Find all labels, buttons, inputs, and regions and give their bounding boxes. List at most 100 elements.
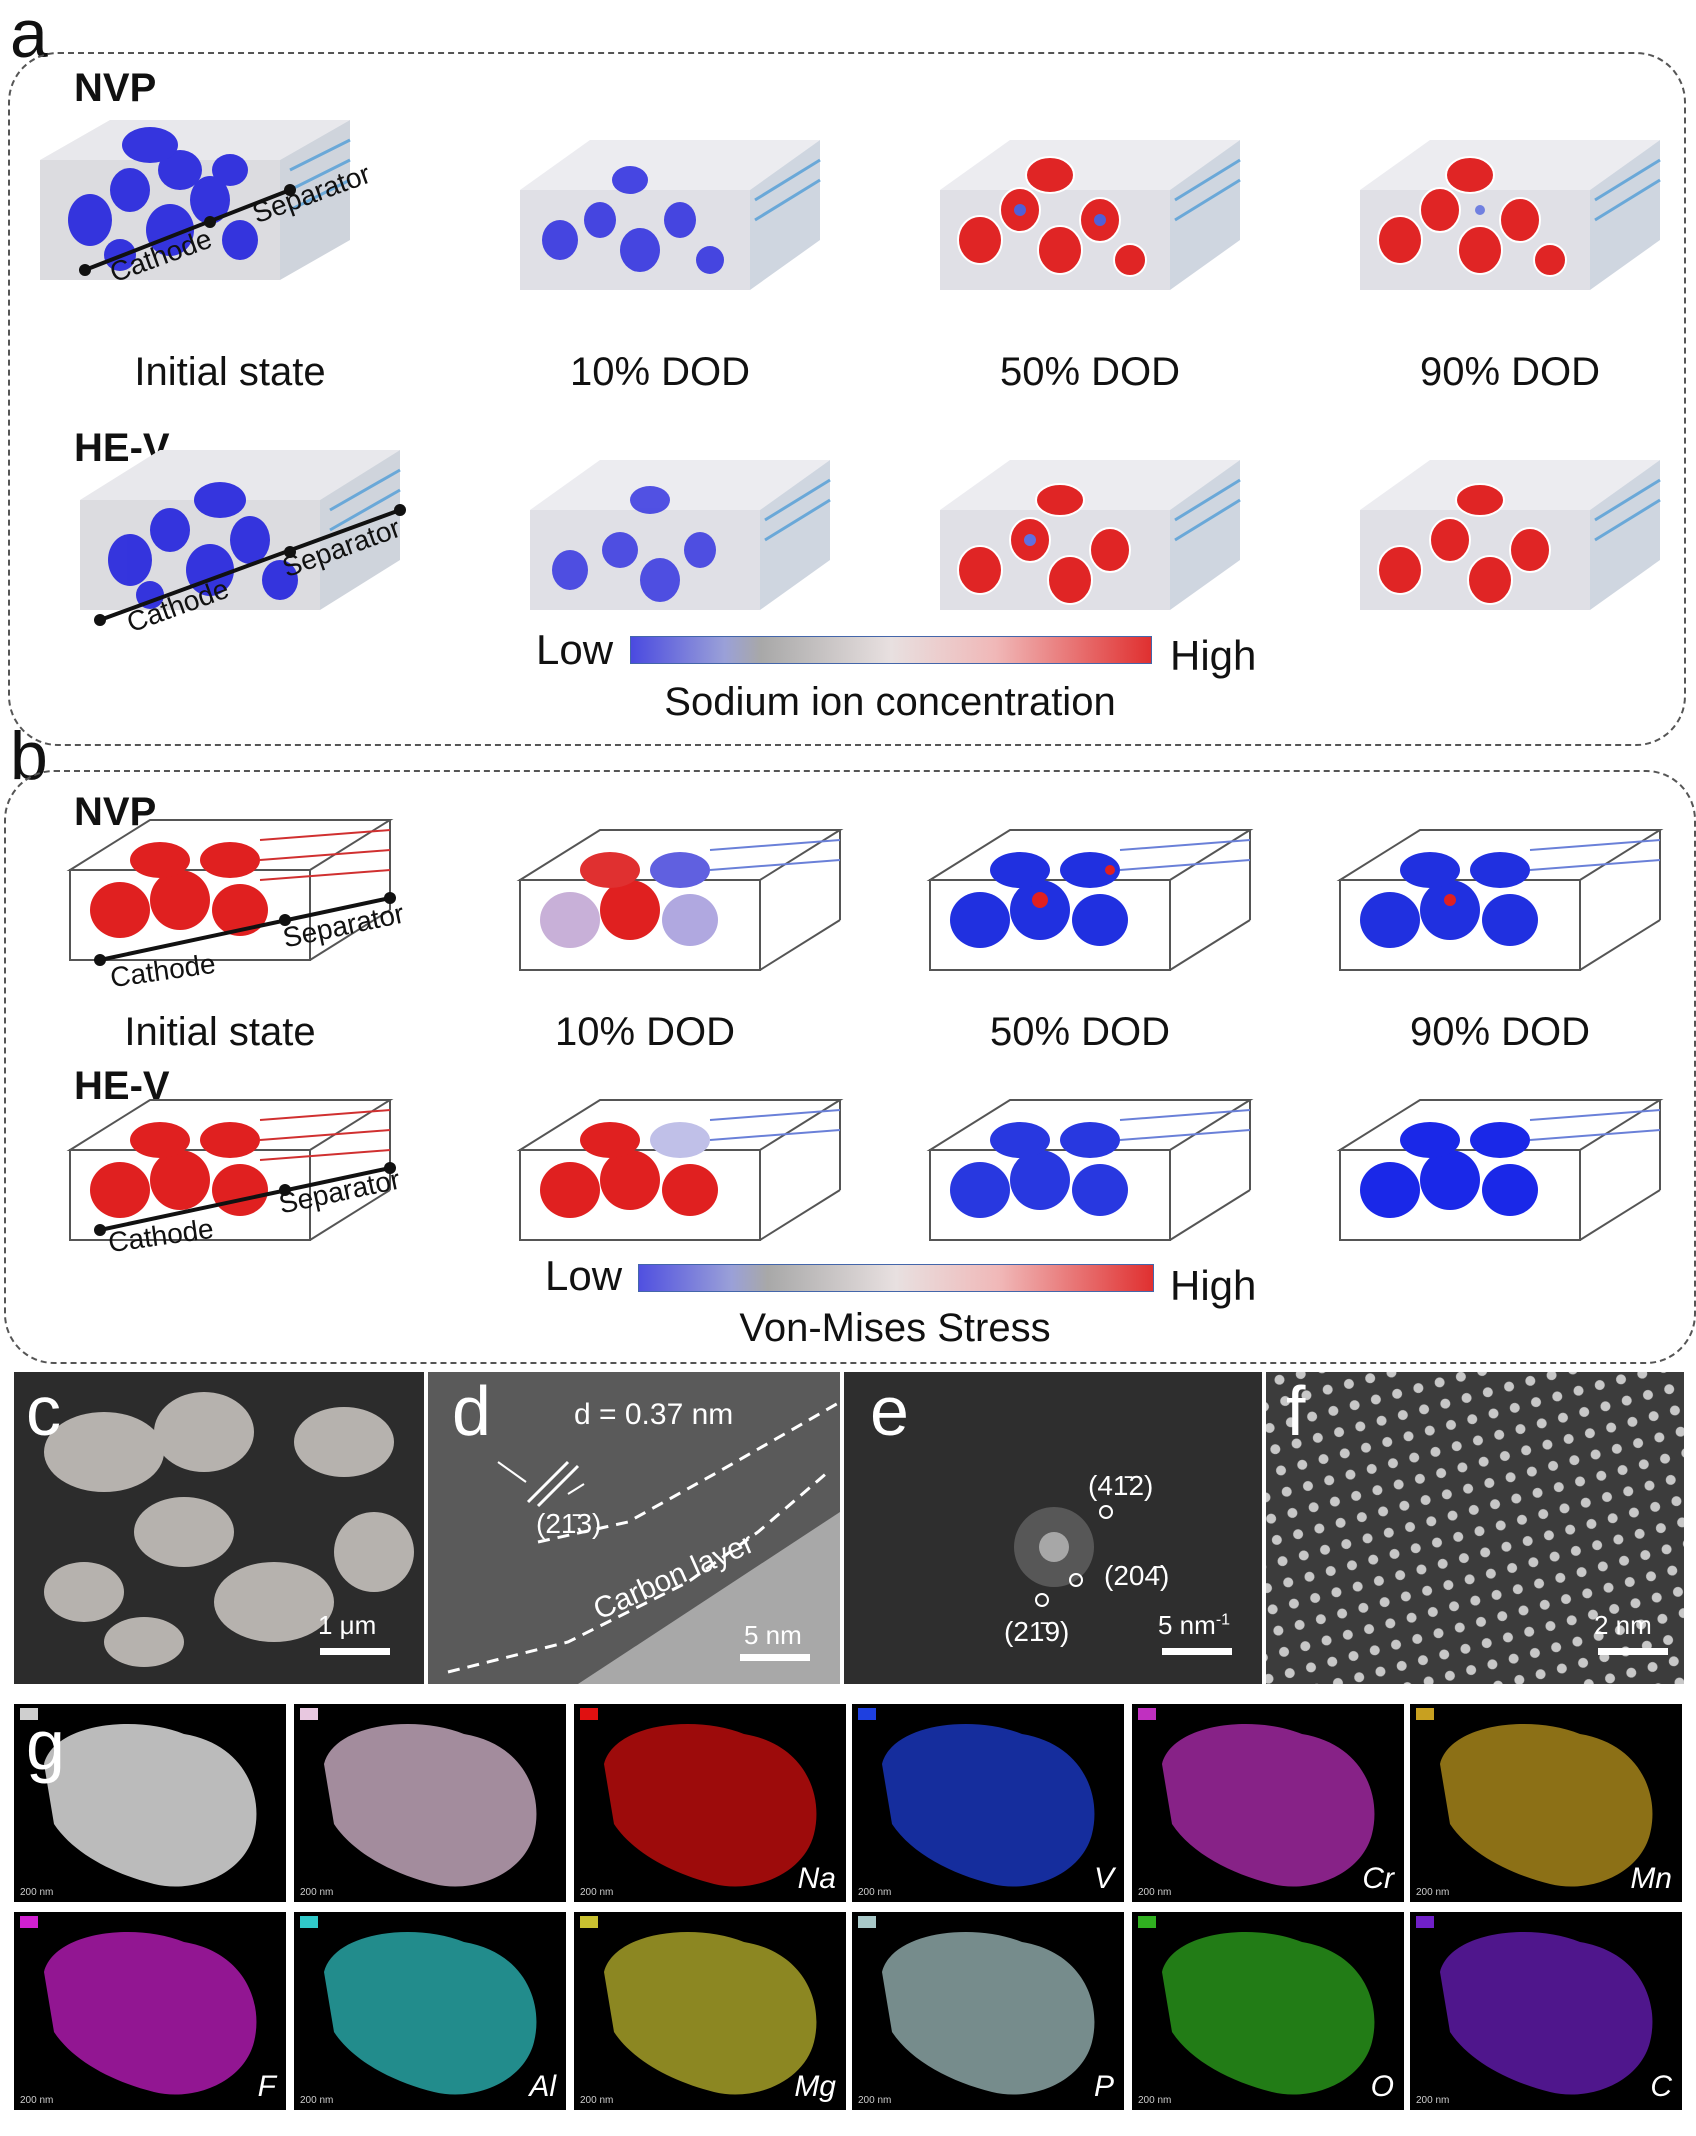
eds-map-color-badge: [1416, 1916, 1434, 1928]
panel-b-state-50dod: 50% DOD: [989, 1010, 1171, 1054]
eds-map-scale-label: 200 nm: [580, 2095, 614, 2106]
eds-particle-shape: [1162, 1724, 1375, 1887]
eds-map-al: 200 nm Al: [294, 1912, 566, 2110]
panel-b-nvp-initial-image: [60, 800, 400, 970]
eds-map-mg: 200 nm Mg: [574, 1912, 846, 2110]
panel-e-scale-label: 5 nm-1: [1158, 1610, 1231, 1640]
panel-a-colorbar-title: Sodium ion concentration: [664, 680, 1116, 724]
panel-b-colorbar-high: High: [1170, 1262, 1257, 1309]
eds-particle-shape: [1162, 1932, 1375, 2095]
panel-b-hev-10dod-image: [510, 1080, 850, 1250]
eds-map-c: 200 nm C: [1410, 1912, 1682, 2110]
panel-a-state-10dod: 10% DOD: [569, 350, 751, 394]
eds-particle-shape: [604, 1724, 817, 1887]
panel-e-spot-204: (204̄): [1104, 1560, 1170, 1591]
eds-map-element-label: Cr: [1362, 1862, 1394, 1895]
panel-d-hrtem-image: [428, 1372, 840, 1684]
panel-e-scale-bar: [1162, 1648, 1232, 1655]
eds-map-color-badge: [300, 1916, 318, 1928]
panel-d-letter: d: [452, 1372, 491, 1450]
eds-map-f: 200 nm F: [14, 1912, 286, 2110]
panel-a-row2-axis: [94, 504, 406, 626]
eds-map-color-badge: [1138, 1708, 1156, 1720]
eds-particle-shape: [882, 1932, 1095, 2095]
panel-b-hev-90dod-image: [1330, 1080, 1670, 1250]
panel-b-state-initial: Initial state: [124, 1010, 316, 1054]
panel-d-scale-label: 5 nm: [744, 1620, 802, 1650]
eds-map-element-label: Mg: [794, 2070, 836, 2103]
eds-particle-shape: [44, 1932, 257, 2095]
eds-map-color-badge: [20, 1708, 38, 1720]
eds-map-o: 200 nm O: [1132, 1912, 1404, 2110]
eds-map-scale-label: 200 nm: [858, 2095, 892, 2106]
eds-map-scale-label: 200 nm: [300, 1887, 334, 1898]
eds-map-scale-label: 200 nm: [580, 1887, 614, 1898]
panel-a-nvp-initial-image: [30, 70, 390, 290]
panel-e-spot-219: (21̄9): [1004, 1616, 1070, 1647]
panel-d-scale-bar: [740, 1654, 810, 1661]
eds-map-element-label: V: [1093, 1862, 1114, 1895]
eds-particle-shape: [44, 1724, 257, 1887]
eds-map-element-label: Al: [529, 2070, 556, 2103]
eds-map-overlay: 200 nm: [294, 1704, 566, 1902]
panel-c-scale-bar: [320, 1648, 390, 1655]
panel-a-state-90dod: 90% DOD: [1419, 350, 1601, 394]
panel-b-state-10dod: 10% DOD: [554, 1010, 736, 1054]
panel-a-hev-90dod-image: [1340, 420, 1680, 620]
panel-c-sem-image: [14, 1372, 424, 1684]
eds-map-color-badge: [300, 1708, 318, 1720]
eds-map-element-label: Na: [797, 1862, 836, 1895]
panel-b-row1-axis: [94, 892, 396, 966]
panel-b-hev-initial-image: [60, 1080, 400, 1250]
eds-map-color-badge: [20, 1916, 38, 1928]
eds-map-scale-label: 200 nm: [1416, 1887, 1450, 1898]
panel-c-scale-label: 1 μm: [318, 1610, 377, 1640]
eds-map-p: 200 nm P: [852, 1912, 1124, 2110]
eds-map-color-badge: [580, 1708, 598, 1720]
eds-map-element-label: Mn: [1630, 1862, 1672, 1895]
eds-map-color-badge: [858, 1708, 876, 1720]
eds-map-scale-label: 200 nm: [20, 1887, 54, 1898]
panel-f-scale-label: 2 nm: [1594, 1610, 1652, 1640]
panel-f-haadf-image: [1266, 1372, 1684, 1684]
panel-b-nvp-50dod-image: [920, 810, 1260, 980]
panel-a-state-initial: Initial state: [134, 350, 326, 394]
panel-e-spot-412: (41̄2): [1088, 1470, 1154, 1501]
panel-a-row1-material: NVP: [74, 66, 157, 110]
panel-e-fft-image: [844, 1372, 1262, 1684]
eds-map-scale-label: 200 nm: [1138, 1887, 1172, 1898]
panel-a-nvp-50dod-image: [920, 80, 1260, 300]
panel-b-row1-material: NVP: [74, 790, 157, 834]
panel-b-colorbar: [638, 1264, 1154, 1292]
eds-map-element-label: F: [257, 2070, 276, 2103]
panel-a-hev-10dod-image: [510, 420, 850, 620]
panel-a-row1-axis: [79, 184, 296, 276]
panel-b-state-90dod: 90% DOD: [1409, 1010, 1591, 1054]
panel-a-colorbar-high: High: [1170, 632, 1257, 679]
panel-b-row2-axis: [94, 1162, 396, 1236]
eds-map-cr: 200 nm Cr: [1132, 1704, 1404, 1902]
eds-particle-shape: [1440, 1724, 1653, 1887]
eds-map-color-badge: [580, 1916, 598, 1928]
panel-d-plane: (21̄3): [536, 1508, 602, 1539]
eds-map-scale-label: 200 nm: [1138, 2095, 1172, 2106]
panel-e-letter: e: [870, 1372, 909, 1450]
panel-c-letter: c: [26, 1372, 61, 1450]
panel-a-frame: [8, 52, 1686, 746]
panel-a-nvp-10dod-image: [500, 80, 840, 300]
eds-map-element-label: O: [1370, 2070, 1394, 2103]
eds-map-na: 200 nm Na: [574, 1704, 846, 1902]
eds-map-scale-label: 200 nm: [300, 2095, 334, 2106]
panel-a-hev-50dod-image: [920, 420, 1260, 620]
panel-a-nvp-90dod-image: [1340, 80, 1680, 300]
panel-b-nvp-10dod-image: [510, 810, 850, 980]
eds-map-element-label: C: [1650, 2070, 1672, 2103]
eds-map-element-label: P: [1093, 2070, 1114, 2103]
panel-a-colorbar-low: Low: [536, 626, 614, 673]
panel-a-hev-initial-image: [70, 420, 430, 620]
panel-a-colorbar: [630, 636, 1152, 664]
eds-map-haadf: 200 nm: [14, 1704, 286, 1902]
eds-map-color-badge: [858, 1916, 876, 1928]
panel-b-nvp-90dod-image: [1330, 810, 1670, 980]
panel-b-hev-50dod-image: [920, 1080, 1260, 1250]
